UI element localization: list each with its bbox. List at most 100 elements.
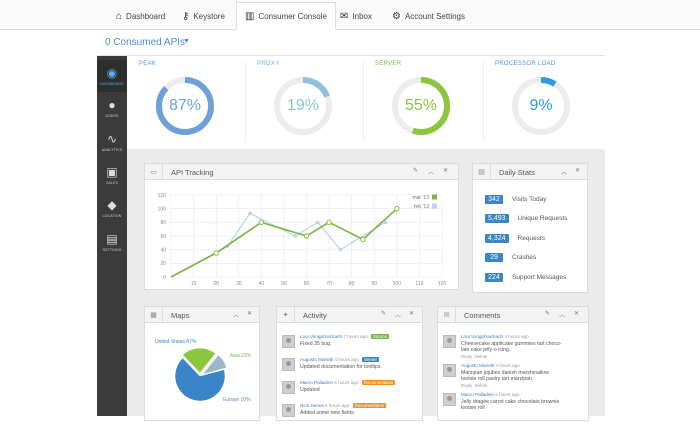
activity-text: Added some new fields. bbox=[300, 410, 356, 416]
sidebar-item-sales[interactable]: ▣ SALES bbox=[97, 159, 127, 191]
gauge-label: SERVER bbox=[375, 61, 402, 67]
sidebar-item-analytics[interactable]: ∿ ANALYTICS bbox=[97, 126, 127, 158]
consumed-apis-dropdown[interactable]: 0 Consumed APIs bbox=[105, 37, 186, 48]
legend-swatch bbox=[432, 194, 437, 200]
reply-link[interactable]: Reply bbox=[461, 383, 473, 388]
envelope-icon: ✉ bbox=[340, 10, 349, 22]
collapse-icon[interactable]: ︿ bbox=[233, 313, 240, 319]
data-point[interactable] bbox=[315, 220, 320, 225]
avatar bbox=[443, 393, 456, 406]
pie-label-asia: Asia 23% bbox=[230, 353, 252, 359]
x-tick-label: 100 bbox=[393, 281, 402, 287]
key-icon: ⚷ bbox=[182, 10, 190, 22]
activity-tag: Documentation bbox=[352, 403, 387, 408]
data-point[interactable] bbox=[293, 234, 298, 238]
comment-meta: Loui Vongphrachanh 4 hours ago bbox=[461, 334, 529, 339]
y-tick-label: 20 bbox=[160, 261, 166, 267]
data-point[interactable] bbox=[360, 236, 366, 243]
activity-user[interactable]: Augusto Marietti bbox=[300, 357, 334, 362]
x-tick-label: 110 bbox=[415, 281, 423, 287]
data-point[interactable] bbox=[326, 219, 332, 226]
panel-title: API Tracking bbox=[171, 168, 214, 177]
tab-inbox[interactable]: ✉ Inbox bbox=[332, 2, 380, 30]
collapse-icon[interactable]: ︿ bbox=[561, 170, 568, 176]
gauge-arc bbox=[512, 77, 570, 135]
data-point[interactable] bbox=[383, 220, 388, 225]
sidebar-item-settings[interactable]: ▤ SETTINGS bbox=[97, 226, 127, 258]
stat-label: Support Messages bbox=[512, 273, 567, 281]
x-tick-label: 40 bbox=[259, 281, 265, 287]
sidebar-item-dashboard[interactable]: ◉ DASHBOARD bbox=[97, 60, 127, 92]
delete-link[interactable]: Delete bbox=[474, 383, 488, 388]
tab-account-settings[interactable]: ⚙ Account Settings bbox=[384, 2, 473, 30]
activity-user[interactable]: Loui Vongphrachanh bbox=[300, 334, 343, 339]
delete-link[interactable]: Delete bbox=[474, 354, 488, 359]
close-icon[interactable]: ✕ bbox=[247, 311, 253, 317]
close-icon[interactable]: ✕ bbox=[575, 168, 581, 174]
sidebar-item-users[interactable]: ● USERS bbox=[97, 92, 127, 124]
pie-slice[interactable] bbox=[182, 347, 217, 374]
comment-item: Loui Vongphrachanh 4 hours ago Cheesecak… bbox=[443, 334, 588, 364]
gauge-peak: PEAK 87% bbox=[127, 56, 245, 149]
close-icon[interactable]: ✕ bbox=[574, 311, 580, 317]
tab-consumer-console[interactable]: ▥ Consumer Console bbox=[236, 2, 336, 30]
activity-user[interactable]: Nick James bbox=[300, 403, 324, 408]
y-tick-label: 0 bbox=[163, 275, 166, 281]
x-tick-label: 120 bbox=[438, 281, 447, 287]
stat-label: Crashes bbox=[512, 253, 537, 261]
gauge-ring bbox=[274, 77, 332, 135]
comment-time: 4 hours ago bbox=[504, 334, 529, 339]
gauge-proxy: PROXY 19% bbox=[245, 56, 363, 149]
activity-user[interactable]: Marco Palladino bbox=[300, 380, 333, 385]
data-point[interactable] bbox=[394, 205, 400, 212]
activity-meta: Nick James 6 hours ago Documentation bbox=[300, 403, 387, 408]
collapse-icon[interactable]: ︿ bbox=[428, 170, 435, 176]
stat-label: Visits Today bbox=[512, 195, 547, 203]
stat-badge: 342 bbox=[485, 194, 503, 204]
avatar bbox=[282, 381, 295, 394]
sidebar-item-label: SETTINGS bbox=[102, 247, 122, 252]
settings-icon: ▤ bbox=[106, 231, 118, 246]
wrench-icon[interactable]: ✎ bbox=[545, 311, 551, 317]
gauge-arc bbox=[392, 77, 450, 135]
pie-slice[interactable] bbox=[201, 354, 228, 375]
chart-icon: ▭ bbox=[145, 164, 163, 179]
gauge-value: 87% bbox=[168, 97, 202, 114]
cart-icon: ▣ bbox=[106, 164, 118, 179]
comment-user[interactable]: Loui Vongphrachanh bbox=[461, 334, 504, 339]
close-icon[interactable]: ✕ bbox=[443, 168, 449, 174]
comment-time: 6 hours ago bbox=[495, 392, 520, 397]
activity-item: Marco Palladino 6 hours ago Documentatio… bbox=[282, 380, 417, 402]
tab-dashboard[interactable]: ⌂ Dashboard bbox=[108, 2, 173, 30]
tab-keystore[interactable]: ⚷ Keystore bbox=[174, 2, 233, 30]
reply-link[interactable]: Reply bbox=[461, 354, 473, 359]
data-point[interactable] bbox=[303, 233, 310, 239]
comment-text-line: Jelly dragée carrot cake chocolate brown… bbox=[461, 399, 560, 405]
map-pin-icon: ◆ bbox=[107, 197, 117, 212]
bar-chart-icon: ▥ bbox=[245, 10, 255, 22]
gear-icon: ⚙ bbox=[392, 10, 401, 22]
comment-time: 4 hours ago bbox=[495, 363, 520, 368]
data-point[interactable] bbox=[213, 250, 219, 256]
comment-meta: Augusto Marietti 4 hours ago bbox=[461, 363, 520, 368]
wrench-icon[interactable]: ✎ bbox=[381, 311, 387, 317]
data-point[interactable] bbox=[258, 219, 265, 226]
gauge-arc bbox=[274, 77, 332, 135]
comment-user[interactable]: Marco Palladino bbox=[461, 392, 494, 397]
comment-user[interactable]: Augusto Marietti bbox=[461, 363, 495, 368]
comment-item: Augusto Marietti 4 hours ago Marzipan ju… bbox=[443, 363, 588, 393]
api-selector-bar: 0 Consumed APIs ▼ bbox=[97, 30, 605, 56]
activity-text: Updated bbox=[300, 387, 320, 393]
collapse-icon[interactable]: ︿ bbox=[559, 313, 566, 319]
panel-header: ✉ Comments ✎ ︿ ✕ bbox=[438, 307, 588, 323]
activity-time: 4 hours ago bbox=[334, 357, 359, 362]
close-icon[interactable]: ✕ bbox=[409, 311, 415, 317]
pie-slice[interactable] bbox=[174, 357, 226, 402]
collapse-icon[interactable]: ︿ bbox=[395, 313, 402, 319]
data-point[interactable] bbox=[248, 211, 252, 216]
wrench-icon[interactable]: ✎ bbox=[413, 168, 419, 174]
comment-item: Marco Palladino 6 hours ago Jelly dragée… bbox=[443, 392, 588, 422]
data-point[interactable] bbox=[338, 247, 343, 252]
sidebar-item-location[interactable]: ◆ LOCATION bbox=[97, 192, 127, 224]
chevron-down-icon[interactable]: ▼ bbox=[183, 38, 190, 45]
